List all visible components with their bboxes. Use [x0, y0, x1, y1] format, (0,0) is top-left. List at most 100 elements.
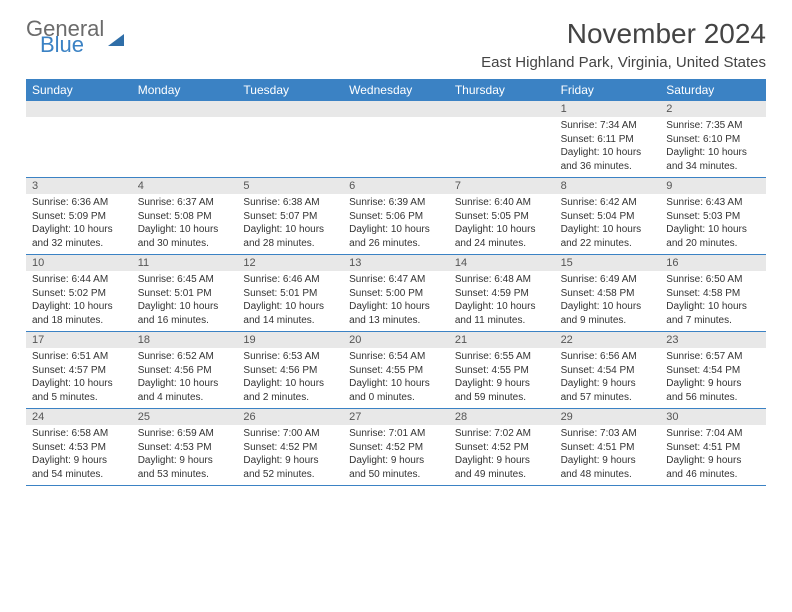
cell-line: Sunrise: 6:46 AM: [243, 273, 337, 287]
cell-line: Sunset: 4:56 PM: [138, 364, 232, 378]
cell-content: Sunrise: 6:36 AMSunset: 5:09 PMDaylight:…: [26, 194, 132, 254]
cell-content: Sunrise: 6:46 AMSunset: 5:01 PMDaylight:…: [237, 271, 343, 331]
day-number: 30: [660, 409, 766, 425]
calendar-cell: 27Sunrise: 7:01 AMSunset: 4:52 PMDayligh…: [343, 409, 449, 485]
day-number: [343, 101, 449, 117]
calendar-cell: 23Sunrise: 6:57 AMSunset: 4:54 PMDayligh…: [660, 332, 766, 408]
cell-content: [132, 117, 238, 123]
day-number: 7: [449, 178, 555, 194]
cell-line: Daylight: 9 hours and 53 minutes.: [138, 454, 232, 481]
calendar-cell: 28Sunrise: 7:02 AMSunset: 4:52 PMDayligh…: [449, 409, 555, 485]
day-header-sunday: Sunday: [26, 79, 132, 101]
cell-line: Daylight: 9 hours and 49 minutes.: [455, 454, 549, 481]
day-header-saturday: Saturday: [660, 79, 766, 101]
calendar-cell: 10Sunrise: 6:44 AMSunset: 5:02 PMDayligh…: [26, 255, 132, 331]
calendar-cell: 9Sunrise: 6:43 AMSunset: 5:03 PMDaylight…: [660, 178, 766, 254]
cell-line: Daylight: 10 hours and 2 minutes.: [243, 377, 337, 404]
cell-line: Sunset: 4:55 PM: [455, 364, 549, 378]
cell-content: Sunrise: 7:02 AMSunset: 4:52 PMDaylight:…: [449, 425, 555, 485]
day-number: [449, 101, 555, 117]
cell-line: Sunrise: 6:51 AM: [32, 350, 126, 364]
cell-content: Sunrise: 6:49 AMSunset: 4:58 PMDaylight:…: [555, 271, 661, 331]
cell-line: Sunset: 4:53 PM: [32, 441, 126, 455]
cell-line: Sunset: 5:06 PM: [349, 210, 443, 224]
day-number: 6: [343, 178, 449, 194]
cell-line: Sunset: 5:04 PM: [561, 210, 655, 224]
calendar-cell: 1Sunrise: 7:34 AMSunset: 6:11 PMDaylight…: [555, 101, 661, 177]
cell-line: Daylight: 9 hours and 46 minutes.: [666, 454, 760, 481]
cell-line: Daylight: 9 hours and 54 minutes.: [32, 454, 126, 481]
day-number: 14: [449, 255, 555, 271]
cell-line: Sunrise: 6:57 AM: [666, 350, 760, 364]
cell-line: Daylight: 9 hours and 57 minutes.: [561, 377, 655, 404]
cell-line: Sunset: 6:10 PM: [666, 133, 760, 147]
calendar-cell: 22Sunrise: 6:56 AMSunset: 4:54 PMDayligh…: [555, 332, 661, 408]
cell-line: Sunrise: 6:47 AM: [349, 273, 443, 287]
cell-content: Sunrise: 6:44 AMSunset: 5:02 PMDaylight:…: [26, 271, 132, 331]
calendar-cell: 14Sunrise: 6:48 AMSunset: 4:59 PMDayligh…: [449, 255, 555, 331]
cell-line: Sunrise: 6:50 AM: [666, 273, 760, 287]
day-number: 13: [343, 255, 449, 271]
calendar-cell: 2Sunrise: 7:35 AMSunset: 6:10 PMDaylight…: [660, 101, 766, 177]
cell-line: Daylight: 10 hours and 22 minutes.: [561, 223, 655, 250]
week-row: 1Sunrise: 7:34 AMSunset: 6:11 PMDaylight…: [26, 101, 766, 178]
cell-content: Sunrise: 6:51 AMSunset: 4:57 PMDaylight:…: [26, 348, 132, 408]
cell-line: Daylight: 10 hours and 34 minutes.: [666, 146, 760, 173]
cell-line: Daylight: 10 hours and 14 minutes.: [243, 300, 337, 327]
cell-line: Sunset: 4:53 PM: [138, 441, 232, 455]
cell-line: Sunset: 5:02 PM: [32, 287, 126, 301]
cell-line: Daylight: 10 hours and 30 minutes.: [138, 223, 232, 250]
header: General Blue November 2024 East Highland…: [26, 18, 766, 71]
cell-content: Sunrise: 7:35 AMSunset: 6:10 PMDaylight:…: [660, 117, 766, 177]
calendar-cell: [237, 101, 343, 177]
day-number: 15: [555, 255, 661, 271]
cell-line: Sunset: 4:56 PM: [243, 364, 337, 378]
cell-line: Sunrise: 6:40 AM: [455, 196, 549, 210]
day-headers-row: SundayMondayTuesdayWednesdayThursdayFrid…: [26, 79, 766, 101]
day-header-tuesday: Tuesday: [237, 79, 343, 101]
day-number: 9: [660, 178, 766, 194]
cell-line: Daylight: 10 hours and 13 minutes.: [349, 300, 443, 327]
cell-line: Sunset: 4:57 PM: [32, 364, 126, 378]
cell-line: Sunrise: 6:54 AM: [349, 350, 443, 364]
cell-line: Sunrise: 6:55 AM: [455, 350, 549, 364]
cell-line: Sunset: 4:52 PM: [349, 441, 443, 455]
calendar-cell: 17Sunrise: 6:51 AMSunset: 4:57 PMDayligh…: [26, 332, 132, 408]
location: East Highland Park, Virginia, United Sta…: [481, 54, 766, 71]
cell-line: Daylight: 10 hours and 16 minutes.: [138, 300, 232, 327]
day-number: 10: [26, 255, 132, 271]
day-number: 11: [132, 255, 238, 271]
cell-line: Sunset: 4:58 PM: [666, 287, 760, 301]
week-row: 24Sunrise: 6:58 AMSunset: 4:53 PMDayligh…: [26, 409, 766, 486]
cell-line: Sunrise: 6:48 AM: [455, 273, 549, 287]
cell-content: Sunrise: 7:01 AMSunset: 4:52 PMDaylight:…: [343, 425, 449, 485]
cell-content: Sunrise: 6:45 AMSunset: 5:01 PMDaylight:…: [132, 271, 238, 331]
cell-line: Sunset: 5:07 PM: [243, 210, 337, 224]
cell-content: [237, 117, 343, 123]
cell-line: Sunrise: 6:56 AM: [561, 350, 655, 364]
cell-content: Sunrise: 6:43 AMSunset: 5:03 PMDaylight:…: [660, 194, 766, 254]
week-row: 3Sunrise: 6:36 AMSunset: 5:09 PMDaylight…: [26, 178, 766, 255]
cell-line: Sunrise: 6:59 AM: [138, 427, 232, 441]
cell-line: Sunrise: 6:53 AM: [243, 350, 337, 364]
day-number: 24: [26, 409, 132, 425]
day-number: 20: [343, 332, 449, 348]
day-number: 18: [132, 332, 238, 348]
cell-line: Sunrise: 7:00 AM: [243, 427, 337, 441]
month-title: November 2024: [481, 18, 766, 50]
day-number: 23: [660, 332, 766, 348]
cell-content: Sunrise: 6:55 AMSunset: 4:55 PMDaylight:…: [449, 348, 555, 408]
cell-content: Sunrise: 6:59 AMSunset: 4:53 PMDaylight:…: [132, 425, 238, 485]
cell-content: Sunrise: 6:37 AMSunset: 5:08 PMDaylight:…: [132, 194, 238, 254]
calendar: SundayMondayTuesdayWednesdayThursdayFrid…: [26, 79, 766, 486]
day-number: 22: [555, 332, 661, 348]
cell-line: Sunrise: 7:04 AM: [666, 427, 760, 441]
cell-line: Daylight: 9 hours and 52 minutes.: [243, 454, 337, 481]
cell-content: Sunrise: 6:56 AMSunset: 4:54 PMDaylight:…: [555, 348, 661, 408]
cell-line: Daylight: 10 hours and 36 minutes.: [561, 146, 655, 173]
calendar-cell: [449, 101, 555, 177]
cell-line: Daylight: 9 hours and 59 minutes.: [455, 377, 549, 404]
cell-line: Sunset: 6:11 PM: [561, 133, 655, 147]
day-number: [26, 101, 132, 117]
cell-line: Daylight: 10 hours and 4 minutes.: [138, 377, 232, 404]
